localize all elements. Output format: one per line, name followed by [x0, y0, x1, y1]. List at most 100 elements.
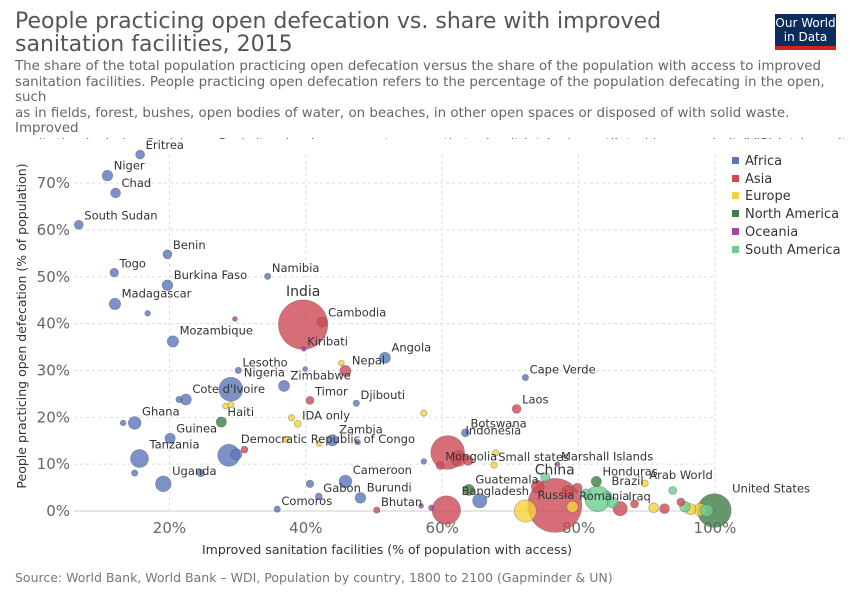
scatter-point[interactable] [135, 149, 145, 160]
scatter-point[interactable] [659, 503, 670, 514]
scatter-point[interactable] [514, 499, 537, 523]
point-label: Laos [522, 392, 548, 406]
scatter-point[interactable] [222, 402, 229, 410]
scatter-point[interactable] [354, 492, 367, 504]
scatter-point[interactable] [648, 502, 659, 513]
scatter-point[interactable] [531, 479, 545, 494]
point-label: Eritrea [146, 138, 184, 152]
legend-item[interactable]: North America [732, 206, 841, 224]
scatter-point[interactable] [305, 396, 315, 405]
scatter-point[interactable] [420, 458, 427, 465]
scatter-point[interactable] [166, 335, 179, 348]
scatter-point[interactable] [640, 479, 649, 488]
scatter-point[interactable] [554, 461, 561, 467]
scatter-point[interactable] [354, 438, 361, 446]
scatter-point[interactable] [305, 479, 315, 488]
scatter-point[interactable] [326, 434, 339, 447]
legend-item[interactable]: Africa [732, 153, 841, 171]
scatter-point[interactable] [273, 505, 281, 513]
point-label: Chad [122, 176, 152, 190]
scatter-point[interactable] [301, 346, 307, 352]
scatter-point[interactable] [128, 416, 142, 430]
scatter-point[interactable] [119, 419, 127, 427]
scatter-point[interactable] [590, 476, 602, 487]
scatter-point[interactable] [144, 310, 151, 317]
scatter-point[interactable] [338, 359, 345, 367]
scatter-point[interactable] [521, 374, 529, 381]
logo-line-2: in Data [783, 30, 828, 44]
scatter-point[interactable] [315, 492, 323, 501]
scatter-point[interactable] [435, 461, 445, 470]
scatter-point[interactable] [108, 297, 121, 310]
scatter-point[interactable] [315, 440, 322, 447]
scatter-point[interactable] [293, 420, 302, 428]
scatter-point[interactable] [196, 468, 205, 478]
scatter-point[interactable] [566, 500, 579, 513]
scatter-point[interactable] [431, 495, 461, 525]
scatter-point[interactable] [630, 499, 639, 509]
legend-item[interactable]: Europe [732, 188, 841, 206]
scatter-point[interactable] [282, 435, 290, 443]
scatter-point[interactable] [110, 187, 121, 199]
scatter-point[interactable] [130, 449, 149, 468]
scatter-point[interactable] [278, 380, 290, 392]
scatter-point[interactable] [540, 472, 551, 483]
legend-item[interactable]: Asia [732, 171, 841, 189]
scatter-point[interactable] [155, 475, 172, 492]
scatter-point[interactable] [572, 482, 583, 494]
scatter-point[interactable] [490, 461, 498, 469]
scatter-point[interactable] [606, 496, 619, 509]
scatter-point[interactable] [161, 279, 174, 291]
scatter-point[interactable] [700, 503, 714, 518]
scatter-point[interactable] [240, 445, 249, 454]
scatter-point[interactable] [215, 416, 227, 428]
y-axis-label: People practicing open defecation (% of … [14, 163, 29, 488]
scatter-point[interactable] [288, 414, 296, 422]
point-label: IDA only [302, 408, 350, 422]
scatter-point[interactable] [264, 272, 272, 280]
scatter-point[interactable] [316, 316, 328, 328]
grid-layer [74, 155, 716, 512]
y-tick-label: 50% [37, 268, 70, 286]
scatter-point[interactable] [302, 366, 308, 372]
scatter-point[interactable] [162, 249, 173, 260]
scatter-point[interactable] [73, 219, 84, 230]
scatter-point[interactable] [338, 474, 353, 489]
source-note: Source: World Bank, World Bank – WDI, Po… [15, 570, 613, 585]
scatter-point[interactable] [676, 497, 686, 507]
scatter-point[interactable] [230, 448, 243, 461]
scatter-point[interactable] [131, 469, 139, 477]
point-label: Mozambique [180, 324, 253, 338]
scatter-point[interactable] [101, 169, 114, 182]
scatter-point[interactable] [373, 506, 381, 514]
scatter-point[interactable] [418, 503, 424, 509]
scatter-point[interactable] [175, 396, 183, 403]
scatter-point[interactable] [580, 488, 592, 499]
legend-item[interactable]: Oceania [732, 224, 841, 242]
scatter-point[interactable] [379, 352, 391, 364]
scatter-point[interactable] [462, 455, 474, 466]
scatter-point[interactable] [472, 493, 488, 509]
owid-logo[interactable]: Our World in Data [775, 14, 836, 50]
scatter-point[interactable] [352, 399, 360, 407]
point-layer [73, 149, 732, 533]
scatter-point[interactable] [602, 490, 613, 501]
scatter-point[interactable] [234, 366, 242, 374]
scatter-point[interactable] [420, 409, 428, 417]
scatter-point[interactable] [339, 365, 352, 377]
scatter-point[interactable] [668, 486, 678, 495]
scatter-point[interactable] [109, 268, 119, 278]
scatter-point[interactable] [491, 449, 499, 457]
scatter-point[interactable] [232, 316, 238, 322]
point-label: Botswana [470, 417, 526, 431]
scatter-point[interactable] [218, 377, 244, 402]
scatter-point[interactable] [463, 484, 475, 496]
point-label: United States [732, 482, 810, 496]
scatter-point[interactable] [511, 404, 522, 414]
scatter-point[interactable] [164, 432, 176, 444]
legend-swatch [732, 210, 739, 218]
scatter-point[interactable] [461, 428, 470, 438]
scatter-point[interactable] [428, 504, 435, 511]
point-label: Nepal [352, 353, 385, 367]
legend-item[interactable]: South America [732, 242, 841, 260]
